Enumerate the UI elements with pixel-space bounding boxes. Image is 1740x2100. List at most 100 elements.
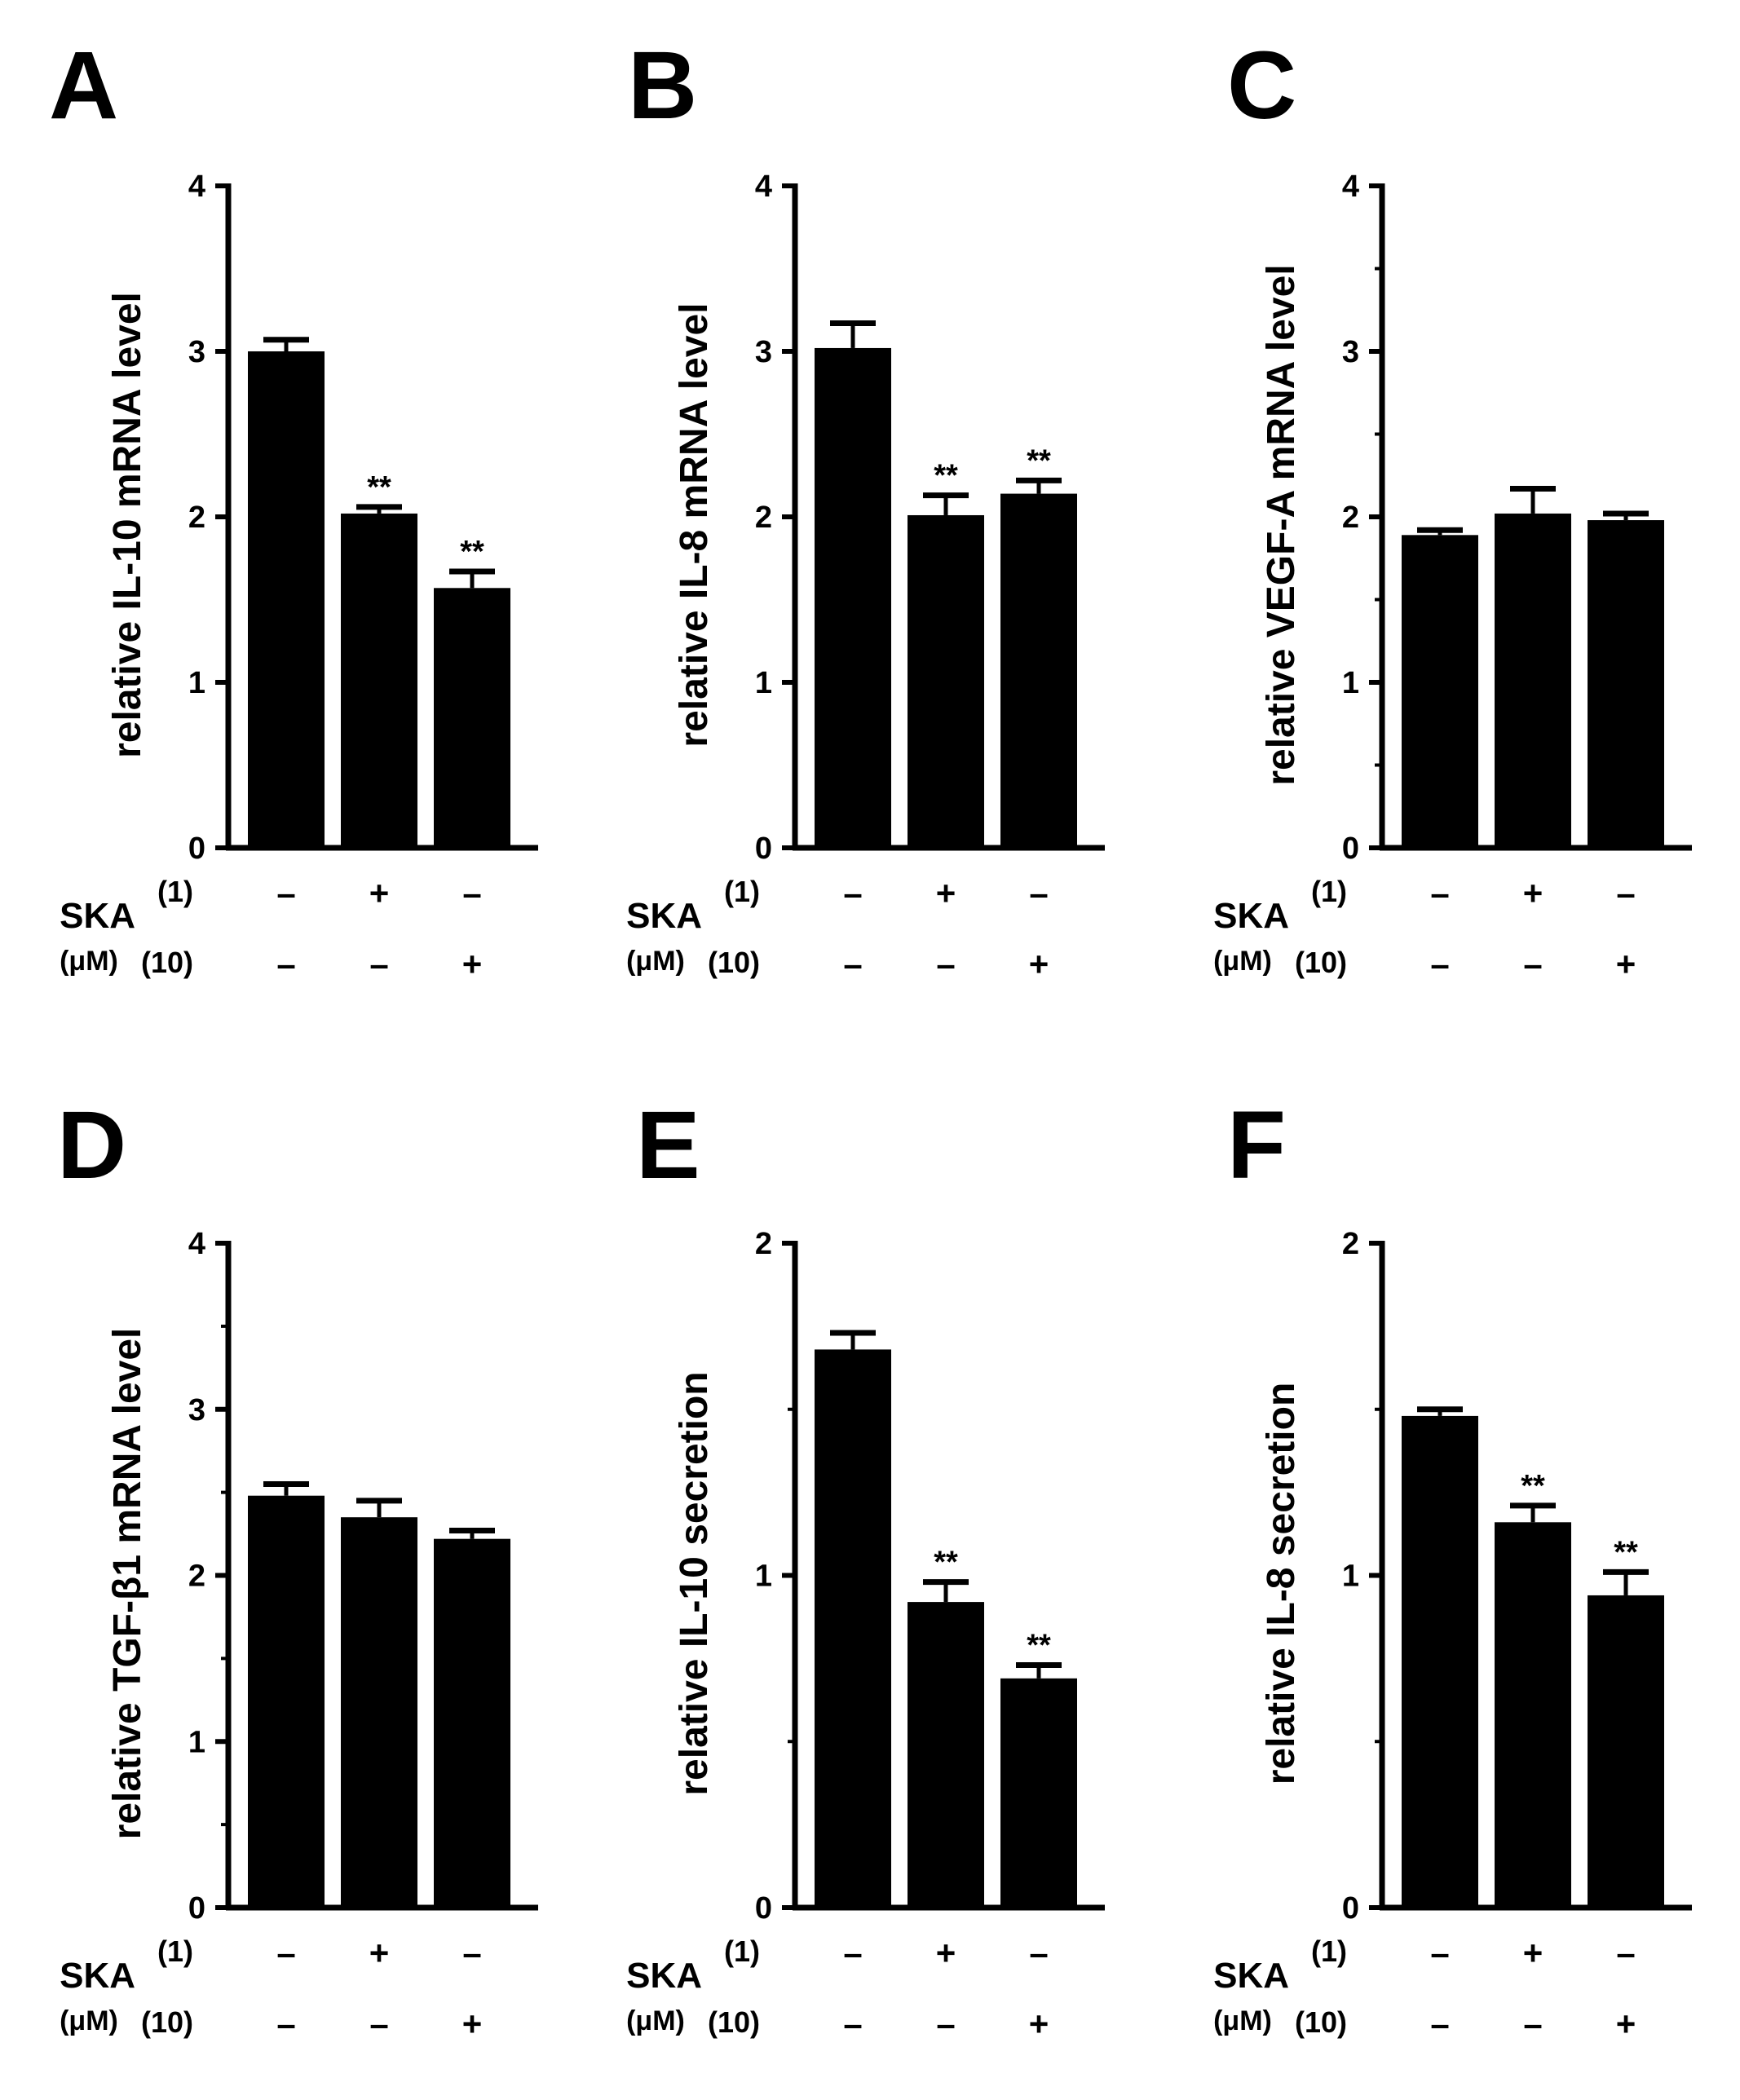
- treatment-label: SKA: [1213, 1956, 1289, 1996]
- treatment-unit: (μM): [60, 946, 118, 977]
- y-axis-label: relative VEGF-A mRNA level: [1260, 264, 1303, 785]
- condition-sign: –: [276, 2005, 295, 2043]
- condition-sign: –: [462, 1934, 481, 1972]
- condition-sign: +: [369, 874, 390, 912]
- panel-letter: C: [1227, 32, 1296, 139]
- condition-sign: +: [462, 945, 483, 983]
- y-tick-label: 1: [188, 666, 205, 700]
- panel-letter: F: [1227, 1092, 1286, 1199]
- bar: [434, 588, 510, 848]
- condition-sign: +: [1029, 945, 1049, 983]
- condition-sign: –: [1029, 874, 1048, 912]
- condition-sign: +: [462, 2005, 483, 2043]
- condition-sign: –: [1616, 874, 1635, 912]
- y-tick-label: 4: [1342, 170, 1359, 204]
- condition-sign: +: [1523, 1934, 1543, 1972]
- panel-b: B 0 1 2 3 4 relative IL-8 mRNA level ** ** SKA (μM…: [626, 32, 1105, 983]
- condition-sign: –: [1430, 945, 1449, 983]
- dose-label: (1): [1311, 1935, 1347, 1968]
- treatment-unit: (μM): [626, 946, 685, 977]
- y-axis-label: relative TGF-β1 mRNA level: [106, 1328, 149, 1840]
- treatment-label: SKA: [1213, 896, 1289, 936]
- treatment-label: SKA: [60, 1956, 135, 1996]
- panel-letter: D: [57, 1092, 126, 1199]
- dose-label: (10): [708, 946, 760, 979]
- y-tick-label: 4: [755, 170, 772, 204]
- dose-label: (1): [724, 875, 760, 908]
- condition-sign: +: [1029, 2005, 1049, 2043]
- significance-label: **: [460, 535, 484, 569]
- dose-label: (10): [141, 2005, 193, 2039]
- significance-label: **: [934, 459, 958, 493]
- bar: [1000, 1678, 1077, 1908]
- condition-sign: +: [1616, 945, 1636, 983]
- y-tick-label: 1: [755, 1560, 772, 1594]
- y-tick-label: 3: [188, 1393, 205, 1427]
- condition-sign: +: [1616, 2005, 1636, 2043]
- significance-label: **: [1614, 1535, 1638, 1569]
- y-tick-label: 2: [755, 1227, 772, 1261]
- panel-letter: B: [628, 32, 697, 139]
- y-axis-label: relative IL-10 secretion: [673, 1371, 716, 1795]
- treatment-unit: (μM): [1213, 946, 1272, 977]
- bar: [248, 351, 325, 848]
- condition-sign: –: [936, 2005, 955, 2043]
- y-tick-label: 1: [755, 666, 772, 700]
- panel-c: C 0 1 2 3 4 relative VEGF-A mRNA level SKA (μM) (…: [1213, 32, 1692, 983]
- y-tick-label: 0: [755, 1891, 772, 1926]
- treatment-label: SKA: [626, 896, 702, 936]
- y-tick-label: 1: [188, 1725, 205, 1759]
- y-tick-label: 2: [1342, 501, 1359, 535]
- y-tick-label: 2: [755, 501, 772, 535]
- y-tick-label: 4: [188, 1227, 205, 1261]
- condition-sign: –: [462, 874, 481, 912]
- y-tick-label: 2: [188, 501, 205, 535]
- condition-sign: +: [936, 874, 956, 912]
- y-tick-label: 0: [188, 832, 205, 866]
- dose-label: (1): [724, 1935, 760, 1968]
- y-axis-label: relative IL-8 secretion: [1260, 1383, 1303, 1785]
- condition-sign: –: [1523, 945, 1542, 983]
- y-tick-label: 0: [188, 1891, 205, 1926]
- condition-sign: –: [936, 945, 955, 983]
- y-tick-label: 3: [755, 335, 772, 369]
- significance-label: **: [1521, 1469, 1545, 1503]
- condition-sign: +: [1523, 874, 1543, 912]
- dose-label: (1): [157, 875, 193, 908]
- condition-sign: –: [1616, 1934, 1635, 1972]
- y-tick-label: 1: [1342, 666, 1359, 700]
- significance-label: **: [1027, 443, 1051, 478]
- treatment-label: SKA: [626, 1956, 702, 1996]
- condition-sign: –: [1430, 874, 1449, 912]
- panel-letter: A: [49, 32, 118, 139]
- bar: [1402, 535, 1478, 848]
- condition-sign: –: [369, 945, 388, 983]
- panel-d: D 0 1 2 3 4 relative TGF-β1 mRNA level SKA (μM) (…: [57, 1092, 538, 2043]
- significance-label: **: [934, 1546, 958, 1580]
- condition-sign: –: [276, 874, 295, 912]
- bar: [1495, 513, 1571, 848]
- dose-label: (10): [708, 2005, 760, 2039]
- y-tick-label: 2: [188, 1560, 205, 1594]
- bar: [1495, 1522, 1571, 1908]
- y-tick-label: 2: [1342, 1227, 1359, 1261]
- condition-sign: –: [843, 874, 862, 912]
- bar: [908, 514, 984, 848]
- y-tick-label: 4: [188, 170, 205, 204]
- dose-label: (1): [1311, 875, 1347, 908]
- condition-sign: +: [936, 1934, 956, 1972]
- dose-label: (1): [157, 1935, 193, 1968]
- condition-sign: –: [276, 1934, 295, 1972]
- panel-letter: E: [636, 1092, 700, 1199]
- bar: [1402, 1415, 1478, 1908]
- bar: [908, 1602, 984, 1908]
- y-tick-label: 3: [1342, 335, 1359, 369]
- panel-f: F 0 1 2 relative IL-8 secretion ** ** SKA (μM) (1…: [1213, 1092, 1692, 2043]
- bar: [434, 1538, 510, 1908]
- condition-sign: –: [843, 2005, 862, 2043]
- bar: [815, 347, 891, 848]
- significance-label: **: [1027, 1629, 1051, 1663]
- bar: [341, 1517, 417, 1908]
- bar: [341, 513, 417, 848]
- dose-label: (10): [141, 946, 193, 979]
